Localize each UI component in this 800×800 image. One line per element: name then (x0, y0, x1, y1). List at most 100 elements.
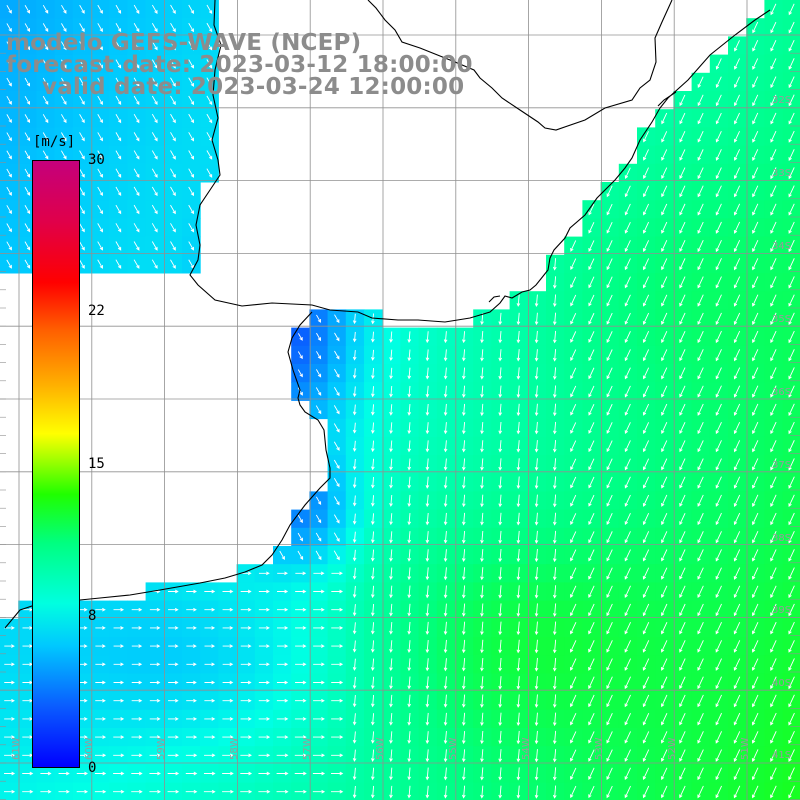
lat-label: 38S (772, 533, 791, 544)
wind-arrow (788, 585, 795, 599)
wind-arrow (715, 58, 722, 70)
wind-arrow (679, 603, 686, 617)
wind-arrow (715, 512, 722, 526)
wind-arrow (715, 549, 722, 562)
wind-arrow (552, 621, 557, 636)
wind-arrow (534, 749, 539, 763)
wind-arrow (715, 403, 722, 416)
wind-arrow (552, 440, 557, 453)
wind-arrow (42, 59, 49, 69)
wind-arrow (331, 607, 344, 612)
wind-arrow (624, 494, 631, 507)
wind-arrow (480, 767, 484, 781)
wind-arrow (276, 771, 289, 776)
wind-arrow (733, 603, 741, 617)
wind-arrow (276, 680, 289, 685)
wind-arrow (788, 767, 795, 781)
wind-arrow (167, 771, 180, 776)
wind-arrow (697, 239, 704, 253)
wind-arrow (461, 403, 466, 417)
wind-arrow (643, 149, 649, 161)
wind-arrow (352, 785, 357, 799)
wind-arrow (552, 421, 557, 435)
wind-arrow (6, 77, 12, 87)
colorbar (32, 160, 80, 768)
wind-arrow (751, 749, 759, 762)
wind-arrow (770, 312, 777, 325)
wind-arrow (6, 23, 12, 32)
wind-arrow (534, 403, 539, 417)
wind-arrow (624, 367, 631, 380)
wind-arrow (679, 785, 686, 799)
wind-arrow (6, 150, 12, 160)
wind-arrow (168, 662, 179, 667)
wind-arrow (95, 662, 106, 667)
wind-arrow (61, 23, 67, 33)
wind-arrow (95, 644, 106, 648)
wind-arrow (24, 95, 31, 105)
wind-arrow (516, 730, 521, 745)
wind-arrow (133, 204, 140, 215)
wind-arrow (4, 735, 16, 739)
wind-arrow (516, 712, 521, 727)
wind-arrow (133, 23, 140, 33)
wind-arrow (498, 312, 503, 326)
wind-arrow (552, 276, 557, 289)
wind-arrow (443, 585, 448, 599)
wind-arrow (643, 131, 649, 143)
wind-arrow (480, 585, 484, 599)
wind-arrow (352, 531, 357, 544)
wind-arrow (115, 186, 122, 197)
wind-arrow (389, 476, 393, 489)
wind-arrow (588, 312, 595, 325)
wind-arrow (697, 785, 704, 799)
lat-label: 36S (772, 387, 791, 398)
wind-arrow (240, 680, 252, 685)
wind-arrow (552, 330, 557, 344)
wind-arrow (770, 258, 777, 271)
wind-arrow (443, 785, 448, 799)
wind-arrow (370, 694, 375, 708)
wind-arrow (498, 730, 502, 745)
wind-arrow (149, 735, 161, 739)
wind-arrow (297, 550, 304, 560)
wind-arrow (185, 771, 198, 776)
wind-arrow (425, 403, 430, 416)
wind-arrow (131, 680, 143, 685)
wind-arrow (204, 644, 216, 648)
wind-arrow (570, 294, 577, 307)
wind-arrow (498, 440, 503, 453)
wind-arrow (588, 676, 595, 690)
wind-arrow (788, 185, 795, 198)
wind-arrow (371, 531, 375, 544)
wind-arrow (624, 676, 631, 690)
wind-arrow (443, 440, 448, 453)
wind-arrow (389, 458, 393, 471)
wind-arrow (115, 168, 122, 178)
wind-arrow (624, 640, 631, 653)
wind-arrow (733, 640, 741, 653)
wind-arrow (661, 476, 668, 489)
wind-arrow (570, 312, 577, 325)
wind-arrow (315, 405, 322, 415)
wind-arrow (588, 603, 595, 617)
wind-arrow (588, 731, 595, 744)
wind-arrow (22, 789, 34, 794)
lat-label: 32S (772, 95, 791, 106)
wind-arrow (788, 221, 795, 234)
wind-arrow (624, 349, 631, 362)
wind-arrow (552, 476, 557, 490)
wind-arrow (185, 735, 198, 739)
wind-arrow (151, 259, 158, 269)
wind-arrow (352, 585, 357, 598)
wind-arrow (480, 603, 484, 617)
wind-arrow (588, 422, 595, 434)
wind-arrow (770, 294, 777, 307)
wind-arrow (461, 676, 466, 690)
wind-arrow (97, 95, 103, 105)
wind-arrow (642, 621, 650, 635)
wind-arrow (733, 458, 741, 471)
wind-arrow (624, 185, 631, 198)
wind-arrow (443, 731, 448, 745)
wind-arrow (624, 331, 631, 344)
